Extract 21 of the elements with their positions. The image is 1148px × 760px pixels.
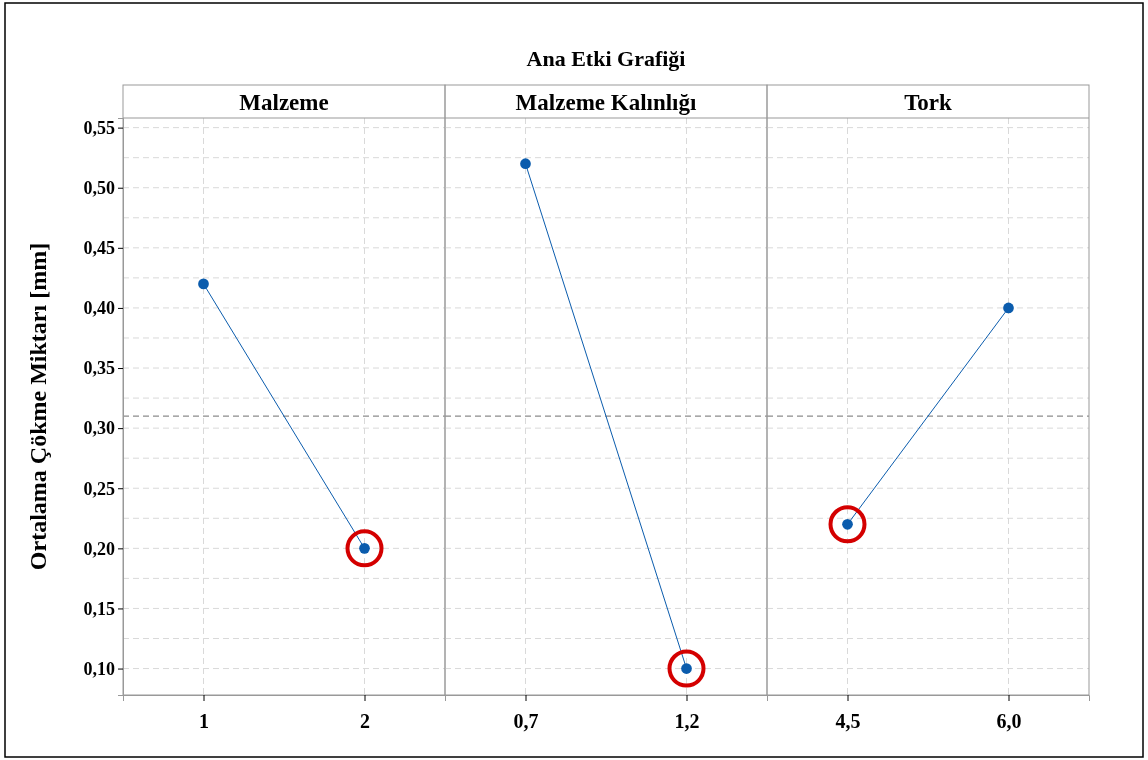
chart-title: Ana Etki Grafiği [526, 46, 686, 71]
y-tick-label: 0,15 [83, 598, 115, 619]
y-tick-label: 0,30 [83, 418, 115, 439]
y-tick-label: 0,35 [83, 358, 115, 379]
y-axis-title: Ortalama Çökme Miktarı [mm] [25, 242, 51, 571]
y-tick-label: 0,45 [83, 238, 115, 259]
x-tick-label: 0,7 [513, 710, 539, 732]
y-tick-label: 0,20 [83, 538, 115, 559]
x-tick-label: 6,0 [996, 710, 1022, 732]
x-tick-label: 1,2 [674, 710, 700, 732]
y-tick-label: 0,40 [83, 298, 115, 319]
x-axis-title: Tork [904, 89, 953, 115]
x-axis-title: Malzeme [239, 89, 329, 115]
x-axis-title: Malzeme Kalınlığı [515, 89, 697, 115]
x-tick-label: 4,5 [835, 710, 861, 732]
x-tick-label: 2 [360, 710, 370, 732]
y-tick-label: 0,25 [83, 478, 115, 499]
y-tick-label: 0,10 [83, 658, 115, 679]
y-tick-label: 0,55 [83, 117, 115, 138]
x-tick-label: 1 [199, 710, 209, 732]
y-tick-label: 0,50 [83, 177, 115, 198]
